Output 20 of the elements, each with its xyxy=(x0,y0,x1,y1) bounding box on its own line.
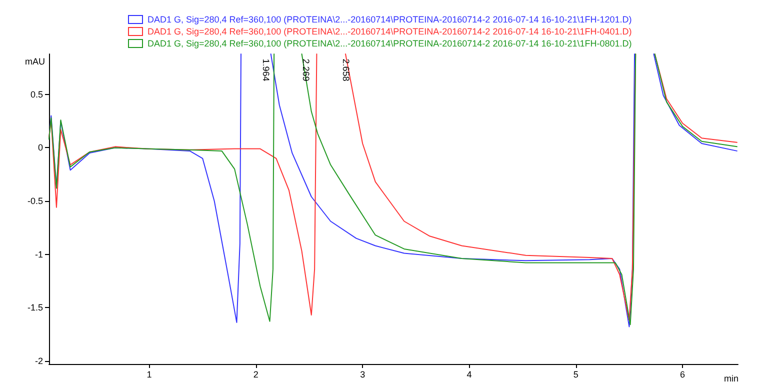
y-tick-label: -1 xyxy=(34,249,43,260)
x-tick-label: 6 xyxy=(680,370,686,380)
x-tick-label: 4 xyxy=(466,370,472,380)
annotation: 1.964 xyxy=(261,58,271,82)
x-tick-label: 2 xyxy=(253,370,258,380)
x-tick-label: 3 xyxy=(360,370,366,380)
x-axis-title: min xyxy=(724,374,739,384)
legend-label: DAD1 G, Sig=280,4 Ref=360,100 (PROTEINA\2...-20160714\PROTEINA-20160714-2 2016-07-14 16-10-21\1FH-0801.D) xyxy=(148,38,632,48)
y-tick-label: 0.5 xyxy=(30,89,43,100)
y-tick-label: -0.5 xyxy=(27,196,43,206)
legend-label: DAD1 G, Sig=280,4 Ref=360,100 (PROTEINA\2...-20160714\PROTEINA-20160714-2 2016-07-14 16-10-21\1FH-1201.D) xyxy=(148,14,632,24)
annotation: 2.269 xyxy=(301,58,311,82)
x-tick-label: 1 xyxy=(146,370,152,380)
y-tick-label: -2 xyxy=(34,356,43,366)
y-axis-title: mAU xyxy=(25,56,45,66)
x-tick-label: 5 xyxy=(573,370,578,380)
y-tick-label: 0 xyxy=(38,142,43,153)
annotation: 2.658 xyxy=(341,58,351,82)
y-tick-label: -1.5 xyxy=(27,302,43,313)
legend-label: DAD1 G, Sig=280,4 Ref=360,100 (PROTEINA\2...-20160714\PROTEINA-20160714-2 2016-07-14 16-10-21\1FH-0401.D) xyxy=(148,26,632,36)
